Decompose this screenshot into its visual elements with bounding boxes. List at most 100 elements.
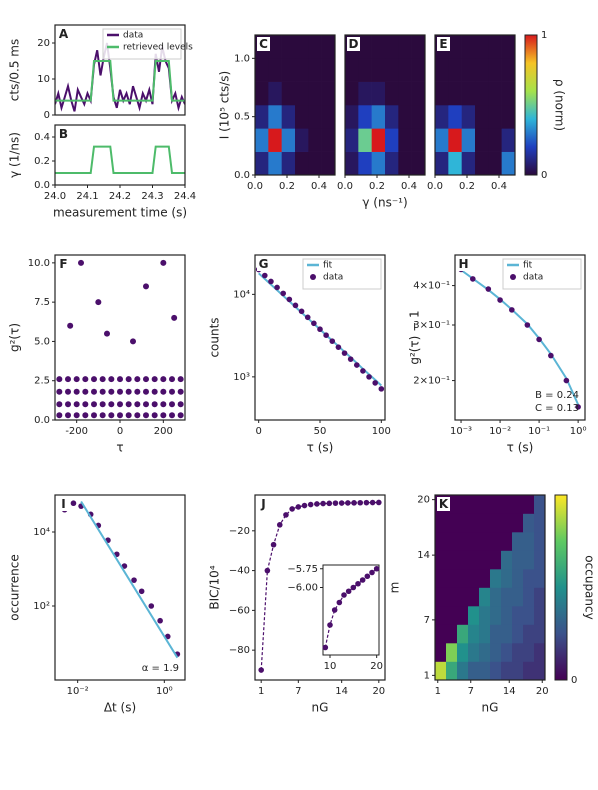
heat-cell	[468, 513, 480, 533]
y-axis-label: I (10⁵ cts/s)	[218, 71, 232, 139]
panel-letter: H	[458, 257, 468, 271]
point	[56, 388, 63, 395]
series-point	[304, 314, 311, 321]
heat-cell	[398, 81, 412, 106]
x-tick-label: 0.4	[311, 181, 327, 192]
x-tick-label: 14	[503, 686, 516, 697]
series-point	[131, 577, 137, 583]
heat-cell	[268, 151, 282, 175]
heat-cell	[435, 624, 447, 644]
legend-swatch	[510, 274, 516, 280]
heat-cell	[512, 587, 524, 607]
x-tick-label: 24.4	[174, 191, 196, 202]
point	[143, 401, 149, 408]
point	[125, 401, 132, 408]
series-point	[341, 350, 348, 356]
frame	[54, 124, 186, 186]
series-point	[148, 603, 155, 609]
point	[169, 401, 175, 408]
heat-cell	[281, 81, 296, 106]
legend-swatch	[310, 274, 316, 280]
point	[82, 412, 89, 419]
panel-letter: G	[259, 257, 269, 271]
heat-cell	[255, 58, 269, 82]
heat-cell	[490, 550, 502, 570]
y-tick-label: 0.2	[34, 156, 50, 167]
x-tick-label: 20	[372, 686, 385, 697]
heat-cell	[523, 550, 535, 570]
heat-cell	[268, 35, 282, 59]
series-point	[138, 588, 145, 595]
heat-cell	[523, 624, 535, 644]
heat-cell	[488, 128, 502, 152]
letter-bg	[57, 127, 70, 141]
heat-cell	[448, 81, 462, 106]
x-tick-label: 0.4	[491, 181, 507, 192]
series-point	[70, 500, 77, 507]
point	[95, 299, 102, 306]
series-point	[359, 577, 366, 583]
point	[160, 376, 167, 383]
series-point	[280, 290, 287, 297]
heat-cell	[435, 128, 449, 152]
x-tick-label: 20	[370, 661, 383, 672]
series-point	[351, 500, 357, 506]
y-tick-label: 2×10⁻¹	[413, 376, 450, 387]
point	[160, 401, 167, 408]
heat-cell	[512, 606, 524, 625]
heat-cell	[411, 105, 425, 129]
heat-cell	[446, 606, 458, 625]
heat-cell	[446, 661, 458, 680]
point	[91, 412, 97, 419]
point	[143, 412, 149, 419]
y-axis-label: γ (1/ns)	[8, 132, 22, 178]
frame	[254, 34, 336, 176]
heat-cell	[398, 151, 412, 175]
heat-cell	[501, 587, 513, 607]
colorbar-tick-label: 0	[541, 170, 547, 181]
heat-cell	[308, 151, 322, 175]
heat-cell	[255, 105, 269, 129]
colorbar-label: ρ (norm)	[553, 79, 567, 131]
heat-cell	[371, 128, 386, 152]
y-tick-label: −80	[229, 645, 250, 656]
heat-cell	[446, 550, 458, 570]
point	[104, 330, 110, 337]
plot-area	[258, 499, 382, 673]
heat-cell	[308, 128, 322, 152]
x-tick-label: 50	[314, 426, 327, 437]
heat-cell	[479, 550, 491, 570]
heat-cell	[475, 81, 489, 106]
series-point	[509, 307, 515, 313]
x-tick-label: 0.0	[337, 181, 353, 192]
point	[143, 376, 149, 383]
heat-cell	[446, 532, 458, 551]
point	[151, 412, 158, 419]
heat-cell	[345, 151, 359, 175]
heat-cell	[281, 105, 296, 129]
heat-cell	[479, 661, 491, 680]
point	[125, 412, 132, 419]
heat-cell	[448, 35, 462, 59]
heat-cell	[501, 532, 513, 551]
heat-cell	[385, 128, 399, 152]
legend-label: data	[323, 273, 343, 283]
heat-cell	[295, 35, 309, 59]
point	[65, 376, 71, 383]
letter-bg	[57, 257, 70, 271]
heat-cell	[490, 495, 502, 514]
heat-cell	[523, 606, 535, 625]
heat-cell	[534, 661, 545, 680]
point	[56, 401, 63, 408]
series-point	[357, 499, 364, 506]
letter-bg	[57, 497, 70, 511]
x-tick-label: 7	[295, 686, 301, 697]
heat-cell	[435, 606, 447, 625]
heat-cell	[446, 513, 458, 533]
panel-letter: D	[349, 37, 359, 51]
series-point	[323, 332, 329, 338]
heat-cell	[448, 58, 462, 82]
heat-cell	[385, 105, 399, 129]
x-tick-label: -200	[65, 426, 88, 437]
heat-cell	[358, 35, 372, 59]
